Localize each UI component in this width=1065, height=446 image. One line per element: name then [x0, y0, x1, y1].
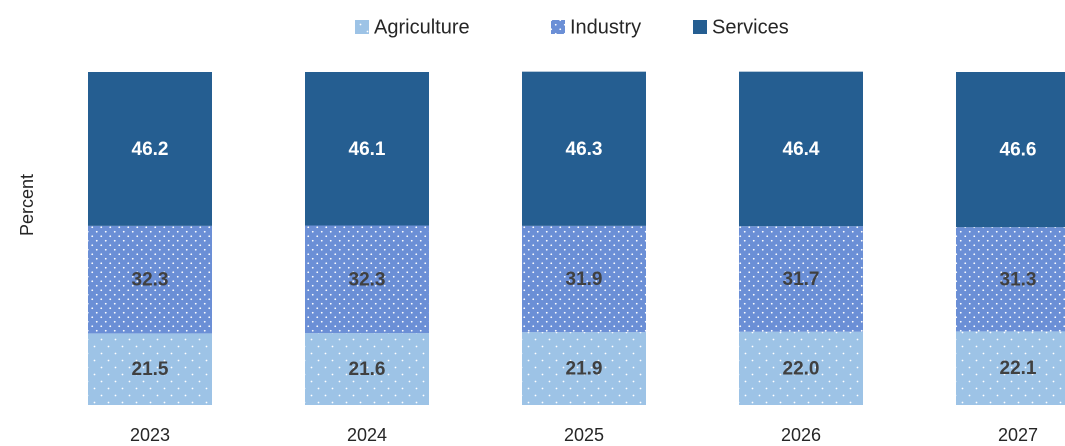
bar-segment	[88, 225, 212, 334]
data-label: 32.3	[349, 269, 386, 290]
data-label: 31.7	[783, 269, 820, 290]
bar-segment	[305, 225, 429, 334]
bar-segment	[956, 331, 1065, 405]
bar-segment	[739, 331, 863, 405]
data-label: 31.9	[566, 269, 603, 290]
legend-label: Agriculture	[374, 16, 470, 38]
data-label: 31.3	[1000, 269, 1037, 290]
bar-segment	[305, 72, 429, 226]
data-label: 22.0	[783, 358, 820, 379]
legend-label: Services	[712, 16, 789, 38]
data-label: 32.3	[132, 270, 169, 291]
bar-segment	[522, 225, 646, 333]
data-label: 46.2	[132, 139, 169, 160]
data-label: 46.6	[1000, 140, 1037, 161]
data-label: 46.3	[566, 139, 603, 160]
legend-swatch	[693, 20, 707, 34]
data-label: 21.5	[132, 359, 169, 380]
legend-swatch	[551, 20, 565, 34]
x-tick-label: 2027	[998, 425, 1038, 445]
bar-segment	[305, 333, 429, 405]
data-label: 21.9	[566, 359, 603, 380]
bar-segment	[522, 332, 646, 405]
x-tick-label: 2025	[564, 425, 604, 445]
data-label: 46.1	[349, 139, 386, 160]
x-tick-label: 2024	[347, 425, 387, 445]
bar-segment	[522, 71, 646, 226]
data-label: 46.4	[783, 139, 820, 160]
y-axis-label: Percent	[17, 174, 37, 236]
bar-segment	[956, 227, 1065, 332]
bar-segment	[88, 72, 212, 226]
bar-segment	[956, 72, 1065, 228]
data-label: 21.6	[349, 359, 386, 380]
bar-segment	[739, 226, 863, 332]
bar-segment	[739, 71, 863, 227]
legend-swatch	[355, 20, 369, 34]
data-label: 22.1	[1000, 358, 1037, 379]
bar-segment	[88, 333, 212, 405]
x-tick-label: 2023	[130, 425, 170, 445]
x-tick-label: 2026	[781, 425, 821, 445]
legend-label: Industry	[570, 16, 641, 38]
